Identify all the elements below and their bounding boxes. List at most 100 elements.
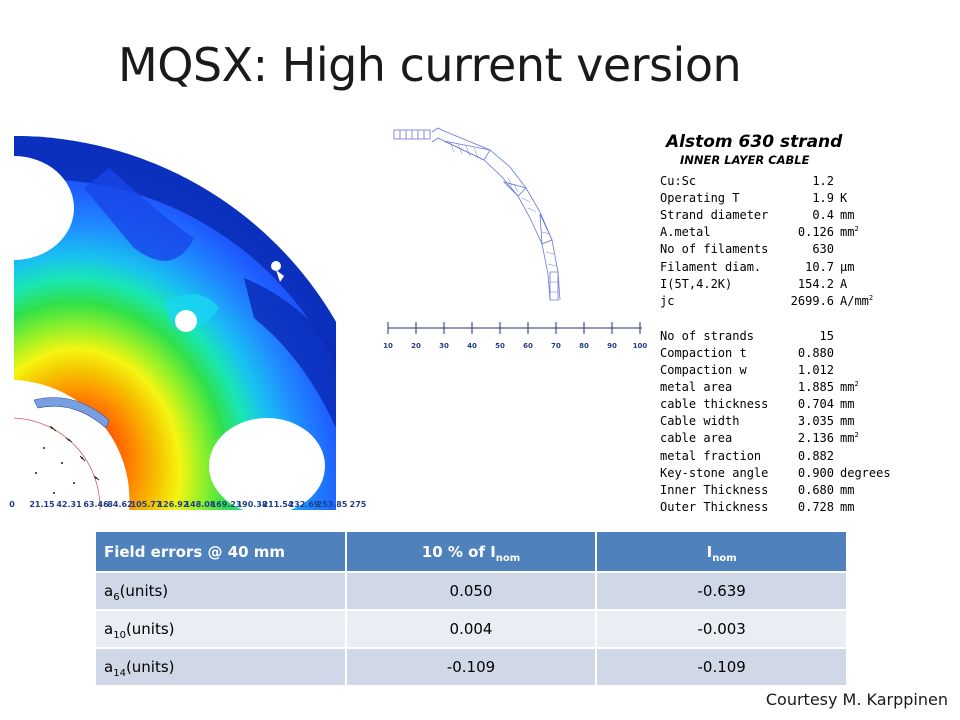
param-value: 0.704 xyxy=(797,397,834,412)
header-10pct-inom: 10 % of Inom xyxy=(345,532,598,572)
param-value: 1.885 xyxy=(797,380,834,395)
scale-label: 63.46 xyxy=(83,500,109,509)
cell-nom: -0.639 xyxy=(596,571,848,610)
param-value: 0.126 xyxy=(797,225,834,240)
param-row: Cu:Sc 1.2 xyxy=(660,174,956,190)
param-label: jc xyxy=(660,293,675,308)
header-field-errors: Field errors @ 40 mm xyxy=(96,532,347,572)
param-unit: mm2 xyxy=(840,380,859,395)
strand-subheading: INNER LAYER CABLE xyxy=(680,153,810,167)
param-value: 0.882 xyxy=(797,448,834,463)
slide-title: MQSX: High current version xyxy=(118,38,742,92)
scale-label: 80 xyxy=(579,342,589,350)
param-row: A.metal 0.126 mm2 xyxy=(660,225,956,241)
param-label: cable thickness xyxy=(660,397,769,412)
param-row: Cable width 3.035 mm xyxy=(660,414,956,430)
param-row: Compaction w 1.012 xyxy=(660,363,956,379)
param-value: 154.2 xyxy=(797,276,834,291)
scale-label: 126.92 xyxy=(157,500,189,509)
param-row: Key-stone angle 0.900 degrees xyxy=(660,466,956,482)
cell-nom: -0.003 xyxy=(596,609,848,648)
field-errors-table: Field errors @ 40 mm 10 % of Inom Inom a… xyxy=(96,532,848,685)
scale-label: 275 xyxy=(349,500,367,509)
scale-label: 21.15 xyxy=(29,500,55,509)
param-value: 1.9 xyxy=(812,191,834,206)
param-label: metal fraction xyxy=(660,448,762,463)
scale-label: 90 xyxy=(607,342,617,350)
scale-label: 42.31 xyxy=(56,500,82,509)
table-row: a6(units) 0.050 -0.639 xyxy=(96,571,848,610)
param-unit: K xyxy=(840,191,848,206)
param-unit: A xyxy=(840,276,848,291)
strand-parameters: Alstom 630 strand INNER LAYER CABLE Cu:S… xyxy=(658,132,958,518)
param-label: Operating T xyxy=(660,191,740,206)
param-label: Cable width xyxy=(660,414,740,429)
scale-label: 50 xyxy=(495,342,505,350)
param-unit: degrees xyxy=(840,465,891,480)
param-row: jc 2699.6 A/mm2 xyxy=(660,294,956,310)
param-value: 0.728 xyxy=(797,499,834,514)
field-map-scale: 0 21.15 42.31 63.46 84.62 105.77 126.92 … xyxy=(9,500,382,516)
param-label: No of filaments xyxy=(660,242,769,257)
param-unit: mm xyxy=(840,208,855,223)
param-unit: A/mm2 xyxy=(840,293,874,308)
param-row: cable thickness 0.704 mm xyxy=(660,397,956,413)
scale-label: 10 xyxy=(383,342,393,350)
cell-nom: -0.109 xyxy=(596,647,848,685)
coil-layout-plot xyxy=(380,122,650,354)
row-label: a10(units) xyxy=(96,609,347,648)
param-unit: mm xyxy=(840,414,855,429)
param-value: 630 xyxy=(812,242,834,257)
scale-label: 40 xyxy=(467,342,477,350)
scale-label: 100 xyxy=(632,342,648,350)
param-row: Compaction t 0.880 xyxy=(660,346,956,362)
param-value: 2699.6 xyxy=(790,293,834,308)
param-value: 0.680 xyxy=(797,482,834,497)
scale-label: 169.23 xyxy=(210,500,242,509)
param-value: 10.7 xyxy=(805,259,834,274)
param-value: 0.880 xyxy=(797,345,834,360)
param-value: 0.900 xyxy=(797,465,834,480)
row-label: a6(units) xyxy=(96,571,347,610)
param-row: cable area 2.136 mm2 xyxy=(660,431,956,447)
scale-label: 148.08 xyxy=(184,500,216,509)
param-value: 1.2 xyxy=(812,174,834,188)
param-label: I(5T,4.2K) xyxy=(660,276,733,291)
param-value: 15 xyxy=(819,328,834,343)
scale-label: 105.77 xyxy=(130,500,162,509)
scale-label: 190.38 xyxy=(236,500,268,509)
cell-10pct: 0.004 xyxy=(345,609,598,648)
param-row: No of filaments 630 xyxy=(660,242,956,258)
param-label: Filament diam. xyxy=(660,259,762,274)
scale-label: 253.85 xyxy=(316,500,348,509)
param-label: Compaction w xyxy=(660,363,747,377)
param-unit: mm xyxy=(840,482,855,497)
param-unit: μm xyxy=(840,259,855,274)
param-label: A.metal xyxy=(660,225,711,240)
param-label: metal area xyxy=(660,380,733,395)
cell-10pct: 0.050 xyxy=(345,571,598,610)
param-label: Outer Thickness xyxy=(660,499,769,514)
param-row: Operating T 1.9 K xyxy=(660,191,956,207)
scale-label: 0 xyxy=(9,500,15,509)
param-label: Strand diameter xyxy=(660,208,769,223)
table-row: a14(units) -0.109 -0.109 xyxy=(96,647,848,685)
strand-heading: Alstom 630 strand xyxy=(666,132,843,152)
param-label: cable area xyxy=(660,431,733,446)
cell-10pct: -0.109 xyxy=(345,647,598,685)
param-unit: mm2 xyxy=(840,225,859,240)
param-value: 2.136 xyxy=(797,431,834,446)
param-unit: mm xyxy=(840,397,855,412)
table-row: a10(units) 0.004 -0.003 xyxy=(96,609,848,648)
param-label: Key-stone angle xyxy=(660,465,769,480)
param-value: 1.012 xyxy=(797,363,834,377)
scale-label: 60 xyxy=(523,342,533,350)
field-map-image xyxy=(14,128,336,510)
param-label: Inner Thickness xyxy=(660,482,769,497)
scale-label: 232.69 xyxy=(288,500,320,509)
param-row: metal area 1.885 mm2 xyxy=(660,380,956,396)
row-label: a14(units) xyxy=(96,647,347,685)
param-row: Inner Thickness 0.680 mm xyxy=(660,483,956,499)
param-unit: mm2 xyxy=(840,431,859,446)
scale-label: 211.54 xyxy=(262,500,294,509)
